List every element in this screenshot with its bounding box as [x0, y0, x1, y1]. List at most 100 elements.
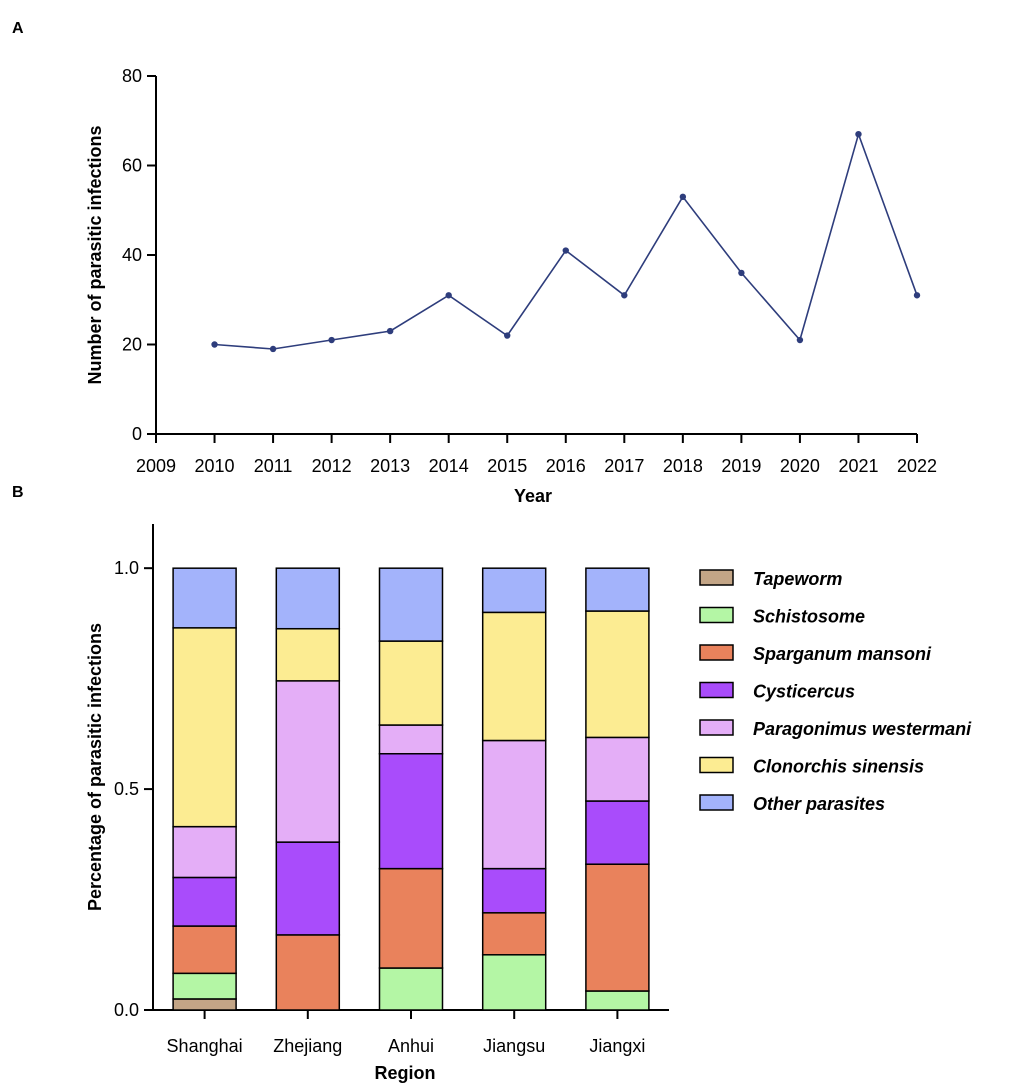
x-tick-label: Jiangxi [589, 1036, 645, 1056]
bar-segment-jiangsu-2 [481, 912, 547, 956]
legend-label: Paragonimus westermani [753, 719, 972, 739]
bars [172, 567, 650, 1011]
bar-segment-shanghai-6 [172, 567, 237, 629]
x-tick-label: 2020 [780, 456, 820, 476]
data-point-2020 [796, 336, 804, 344]
bar-segment-jiangxi-3 [585, 800, 650, 865]
x-tick-label: Zhejiang [273, 1036, 342, 1056]
x-tick-label: 2019 [721, 456, 761, 476]
data-point-2013 [386, 327, 394, 335]
bar-segment-jiangsu-4 [481, 739, 547, 870]
legend-label: Tapeworm [753, 569, 842, 589]
legend-swatch [699, 569, 734, 586]
legend-swatch [699, 756, 734, 774]
x-tick-label: 2014 [429, 456, 469, 476]
bar-segment-jiangsu-1 [481, 954, 547, 1011]
bar-segment-anhui-2 [378, 867, 444, 969]
data-point-2014 [445, 292, 452, 299]
bar-segment-anhui-1 [378, 967, 444, 1011]
data-point-2019 [738, 269, 745, 277]
bar-segment-jiangsu-3 [481, 867, 547, 914]
legend-swatch [699, 606, 734, 624]
bar-segment-shanghai-1 [172, 972, 237, 1000]
legend-swatch [699, 719, 734, 736]
bar-segment-shanghai-5 [172, 627, 237, 828]
legend-label: Clonorchis sinensis [753, 757, 924, 777]
y-tick-label: 0 [132, 424, 142, 444]
y-tick-label: 80 [122, 66, 142, 86]
y-axis-title-b: Percentage of parasitic infections [85, 623, 105, 911]
bar-segment-zhejiang-6 [275, 567, 341, 630]
x-tick-label: 2018 [663, 456, 703, 476]
x-tick-label: 2011 [254, 456, 293, 476]
x-tick-label: Jiangsu [483, 1036, 545, 1056]
legend-swatch [699, 681, 734, 699]
bar-segment-shanghai-4 [172, 825, 237, 879]
data-point-2021 [855, 130, 862, 138]
data-point-2017 [621, 292, 628, 299]
y-tick-label: 60 [122, 156, 142, 176]
legend: Tapeworm Schistosome Sparganum mansoni Cyst… [699, 569, 972, 814]
panel-a-label: A [12, 20, 24, 37]
y-tick-label: 0.0 [114, 1000, 139, 1020]
x-ticks-a: 2009 2010 2011 2012 2013 2014 2015 2016 2017 2018… [136, 434, 937, 476]
x-tick-label: 2012 [312, 456, 352, 476]
x-tick-label: 2022 [897, 456, 937, 476]
x-ticks-b: Shanghai Zhejiang Anhui Jiangsu Jiangxi [167, 1010, 645, 1056]
x-tick-label: 2021 [838, 456, 878, 476]
bar-segment-shanghai-0 [172, 998, 237, 1011]
x-tick-label: 2017 [604, 456, 644, 476]
y-tick-label: 1.0 [114, 558, 139, 578]
legend-swatch [699, 644, 734, 661]
stacked-bar-chart-panel-b: 0.0 0.5 1.0 Shanghai Zhejiang Anhui Jiangsu Ji… [85, 524, 972, 1083]
data-point-2012 [328, 336, 335, 344]
x-axis-title-b: Region [375, 1063, 436, 1083]
bar-segment-jiangsu-6 [481, 567, 547, 614]
bar-segment-shanghai-3 [172, 876, 237, 927]
bar-segment-jiangxi-1 [585, 990, 650, 1011]
data-point-2015 [504, 332, 511, 339]
legend-label: Sparganum mansoni [753, 644, 932, 664]
x-tick-label: 2009 [136, 456, 176, 476]
data-point-2016 [562, 247, 569, 254]
bar-segment-jiangxi-5 [585, 610, 650, 739]
y-tick-label: 0.5 [114, 779, 139, 799]
bar-segment-zhejiang-3 [275, 841, 341, 936]
bar-segment-anhui-6 [378, 567, 444, 642]
bar-segment-anhui-3 [378, 752, 444, 870]
data-point-2022 [913, 292, 921, 299]
y-tick-label: 20 [122, 335, 142, 355]
y-tick-label: 40 [122, 245, 142, 265]
x-tick-label: 2016 [546, 456, 586, 476]
y-ticks-b: 0.0 0.5 1.0 [114, 558, 153, 1020]
bar-segment-zhejiang-5 [275, 627, 341, 682]
x-tick-label: 2015 [487, 456, 527, 476]
bar-segment-jiangxi-2 [585, 863, 650, 992]
bar-segment-anhui-5 [378, 640, 444, 726]
y-ticks-a: 0 20 40 60 80 [122, 66, 156, 444]
data-point-2018 [679, 193, 687, 201]
x-tick-label: 2013 [370, 456, 410, 476]
legend-swatch [699, 794, 734, 811]
series-line [214, 131, 918, 350]
bar-segment-jiangxi-6 [585, 567, 650, 612]
x-tick-label: Shanghai [167, 1036, 243, 1056]
bar-segment-zhejiang-4 [275, 680, 341, 843]
bar-segment-shanghai-2 [172, 925, 237, 975]
x-tick-label: Anhui [388, 1036, 434, 1056]
x-axis-title-a: Year [514, 486, 552, 506]
legend-label: Schistosome [753, 607, 865, 627]
bar-segment-zhejiang-2 [275, 934, 341, 1011]
data-point-2011 [269, 345, 277, 353]
legend-label: Cysticercus [753, 682, 855, 702]
data-point-2010 [211, 341, 218, 348]
data-points [211, 130, 921, 353]
y-axis-title-a: Number of parasitic infections [85, 125, 105, 384]
legend-label: Other parasites [753, 794, 885, 814]
bar-segment-anhui-4 [378, 724, 444, 755]
bar-segment-jiangxi-4 [585, 736, 650, 802]
bar-segment-jiangsu-5 [481, 611, 547, 742]
x-tick-label: 2010 [195, 456, 235, 476]
